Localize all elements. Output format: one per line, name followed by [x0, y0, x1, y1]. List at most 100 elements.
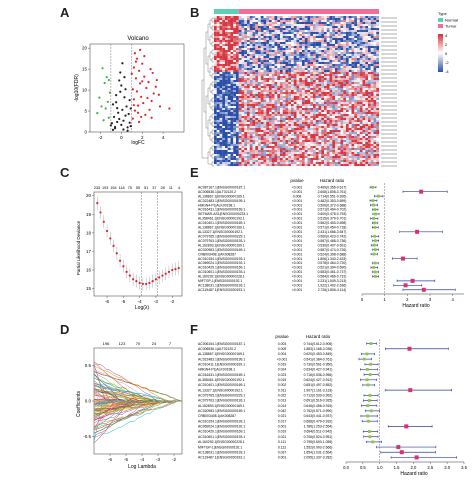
heatmap-cell	[326, 64, 330, 67]
heatmap-cell	[225, 66, 228, 69]
heatmap-cell	[329, 128, 333, 131]
heatmap-cell	[368, 90, 371, 93]
heatmap-cell	[288, 160, 292, 163]
heatmap-cell	[359, 94, 363, 97]
heatmap-cell	[359, 130, 363, 133]
heatmap-cell	[332, 84, 336, 87]
heatmap-cell	[249, 32, 253, 35]
heatmap-cell	[329, 110, 333, 113]
volcano-point-up	[150, 116, 153, 119]
heatmap-cell	[351, 70, 355, 73]
dendrogram-branch	[211, 81, 214, 87]
heatmap-cell	[285, 140, 289, 143]
heatmap-cell	[370, 82, 374, 85]
heatmap-cell	[252, 32, 256, 35]
heatmap-cell	[288, 60, 292, 63]
heatmap-cell	[315, 150, 319, 153]
heatmap-cell	[263, 44, 267, 47]
heatmap-cell	[340, 34, 344, 37]
heatmap-cell	[357, 142, 360, 145]
heatmap-cell	[285, 68, 289, 71]
heatmap-cell	[337, 78, 341, 81]
heatmap-cell	[307, 112, 311, 115]
heatmap-cell	[269, 136, 272, 139]
heatmap-cell	[359, 40, 363, 43]
heatmap-cell	[214, 72, 217, 75]
heatmap-cell	[343, 56, 347, 59]
y-tick-label: 16	[86, 268, 92, 273]
heatmap-cell	[362, 114, 366, 117]
heatmap-cell	[299, 158, 303, 161]
heatmap-cell	[263, 132, 267, 135]
heatmap-cell	[376, 160, 380, 163]
heatmap-cell	[266, 62, 270, 65]
heatmap-cell	[321, 16, 325, 19]
heatmap-cell	[249, 104, 253, 107]
heatmap-cell	[252, 50, 256, 53]
heatmap-cell	[227, 16, 231, 19]
heatmap-cell	[282, 16, 286, 19]
heatmap-cell	[321, 76, 325, 79]
heatmap-cell	[277, 158, 281, 161]
heatmap-cell	[370, 120, 374, 123]
heatmap-cell	[354, 16, 358, 19]
heatmap-cell	[266, 44, 270, 47]
heatmap-cell	[252, 28, 256, 31]
heatmap-cell	[335, 46, 338, 49]
heatmap-cell	[354, 48, 358, 51]
heatmap-cell	[324, 46, 327, 49]
heatmap-cell	[236, 146, 239, 149]
heatmap-cell	[373, 66, 377, 69]
heatmap-cell	[252, 160, 256, 163]
heatmap-cell	[269, 128, 272, 131]
heatmap-cell	[238, 62, 242, 65]
heatmap-cell	[354, 130, 358, 133]
heatmap-cell	[335, 40, 338, 43]
heatmap-cell	[329, 136, 333, 139]
heatmap-cell	[296, 58, 300, 61]
heatmap-cell	[255, 40, 259, 43]
heatmap-cell	[321, 132, 325, 135]
heatmap-cell	[227, 154, 231, 157]
heatmap-cell	[247, 70, 250, 73]
heatmap-cell	[357, 128, 360, 131]
heatmap-cell	[359, 142, 363, 145]
heatmap-cell	[266, 42, 270, 45]
heatmap-cell	[313, 48, 316, 51]
heatmap-cell	[324, 130, 327, 133]
heatmap-cell	[291, 148, 294, 151]
heatmap-cell	[236, 44, 239, 47]
heatmap-cell	[227, 156, 231, 159]
heatmap-cell	[288, 130, 292, 133]
heatmap-cell	[304, 20, 308, 23]
heatmap-cell	[288, 86, 292, 89]
heatmap-cell	[346, 88, 349, 91]
heatmap-cell	[255, 154, 259, 157]
heatmap-cell	[225, 154, 228, 157]
heatmap-cell	[335, 118, 338, 121]
heatmap-cell	[365, 46, 369, 49]
heatmap-cell	[370, 134, 374, 137]
legend-normal-swatch	[438, 18, 443, 22]
heatmap-cell	[293, 124, 297, 127]
heatmap-cell	[376, 28, 380, 31]
heatmap-cell	[236, 164, 239, 167]
heatmap-cell	[241, 146, 245, 149]
heatmap-cell	[252, 140, 256, 143]
heatmap-cell	[288, 78, 292, 81]
heatmap-cell	[252, 34, 256, 37]
heatmap-cell	[244, 34, 248, 37]
cv-point	[138, 281, 141, 285]
heatmap-cell	[304, 88, 308, 91]
heatmap-cell	[376, 78, 380, 81]
heatmap-cell	[247, 78, 250, 81]
heatmap-cell	[376, 96, 380, 99]
heatmap-cell	[266, 106, 270, 109]
heatmap-cell	[362, 98, 366, 101]
heatmap-cell	[227, 76, 231, 79]
heatmap-cell	[271, 62, 275, 65]
heatmap-cell	[288, 136, 292, 139]
heatmap-cell	[252, 100, 256, 103]
heatmap-cell	[291, 36, 294, 39]
heatmap-cell	[282, 88, 286, 91]
